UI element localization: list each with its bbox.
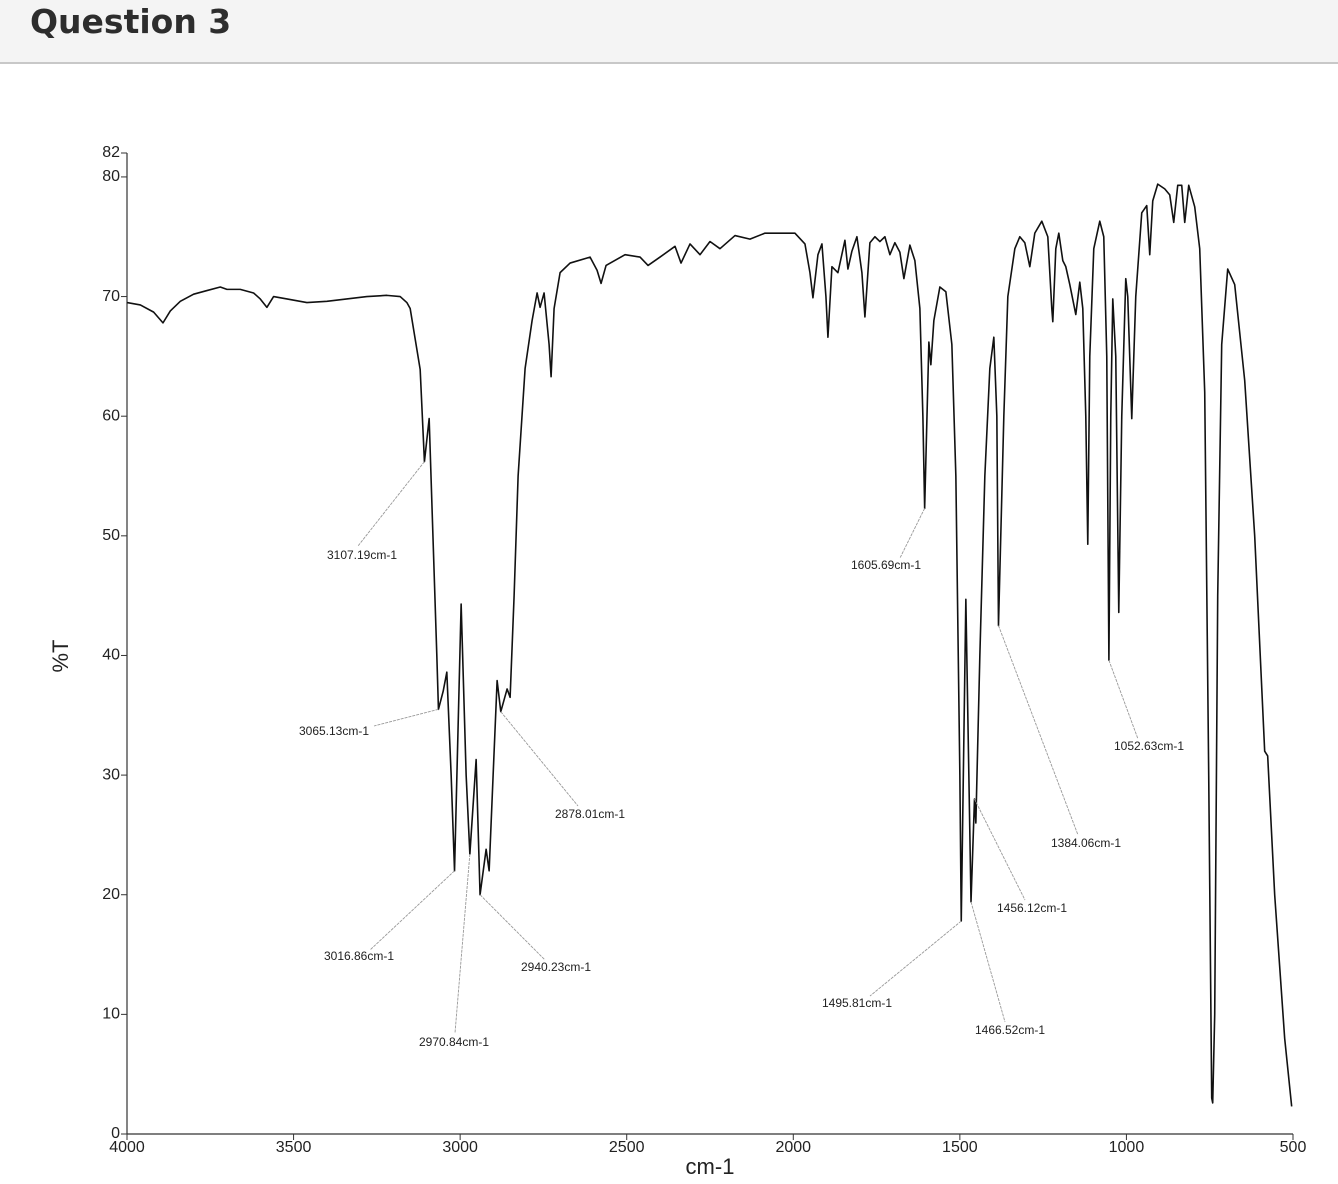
annotation-label: 1495.81cm-1 — [822, 996, 892, 1010]
annotation-leader — [357, 461, 425, 547]
y-tick-label: 80 — [102, 168, 120, 185]
annotation-leader — [899, 508, 926, 559]
annotation-label: 2878.01cm-1 — [555, 807, 625, 821]
y-tick-label: 10 — [102, 1006, 120, 1023]
x-tick-label: 3000 — [442, 1139, 478, 1156]
y-tick-label: 20 — [102, 886, 120, 903]
x-tick-label: 4000 — [109, 1139, 145, 1156]
x-axis-label: cm-1 — [686, 1154, 735, 1179]
y-tick-label: 30 — [102, 766, 120, 783]
x-tick-label: 1500 — [942, 1139, 978, 1156]
y-tick-label: 50 — [102, 527, 120, 544]
y-tick-label: 0 — [111, 1125, 120, 1142]
annotation-label: 2940.23cm-1 — [521, 960, 591, 974]
y-tick-label: 40 — [102, 647, 120, 664]
chart: %T cm-1 0 10 20 30 40 50 60 70 80 82 4000 3500 3000 2… — [48, 144, 1307, 1179]
x-tick-label: 3500 — [276, 1139, 312, 1156]
annotation-label: 3065.13cm-1 — [299, 724, 369, 738]
annotation-label: 1456.12cm-1 — [997, 901, 1067, 915]
annotation-label: 1052.63cm-1 — [1114, 739, 1184, 753]
y-tick-label: 60 — [102, 407, 120, 424]
annotation-leader — [974, 798, 1026, 901]
annotation-leader — [970, 901, 1006, 1023]
annotation-label: 3107.19cm-1 — [327, 548, 397, 562]
annotation-leader — [454, 854, 471, 1034]
spectrum-line — [126, 183, 1293, 1107]
annotation-label: 1605.69cm-1 — [851, 558, 921, 572]
annotation-label: 3016.86cm-1 — [324, 949, 394, 963]
annotation-leader — [869, 920, 962, 997]
annotation-label: 1466.52cm-1 — [975, 1023, 1045, 1037]
x-tick-label: 1000 — [1109, 1139, 1145, 1156]
x-tick-label: 2500 — [609, 1139, 645, 1156]
annotation-leader — [373, 708, 439, 727]
y-tick-label: 82 — [102, 144, 120, 161]
annotation-leader — [479, 894, 546, 961]
annotation-label: 1384.06cm-1 — [1051, 836, 1121, 850]
annotation-leader — [500, 711, 579, 807]
annotation-leader — [998, 625, 1079, 836]
annotation-label: 2970.84cm-1 — [419, 1035, 489, 1049]
x-tick-label: 2000 — [775, 1139, 811, 1156]
annotation-leader — [1108, 660, 1139, 740]
page-title: Question 3 — [30, 2, 232, 41]
y-tick-label: 70 — [102, 288, 120, 305]
annotation-leader — [369, 870, 455, 951]
y-axis-label: %T — [48, 640, 73, 673]
header: Question 3 — [0, 0, 1338, 64]
x-tick-label: 500 — [1280, 1139, 1307, 1156]
